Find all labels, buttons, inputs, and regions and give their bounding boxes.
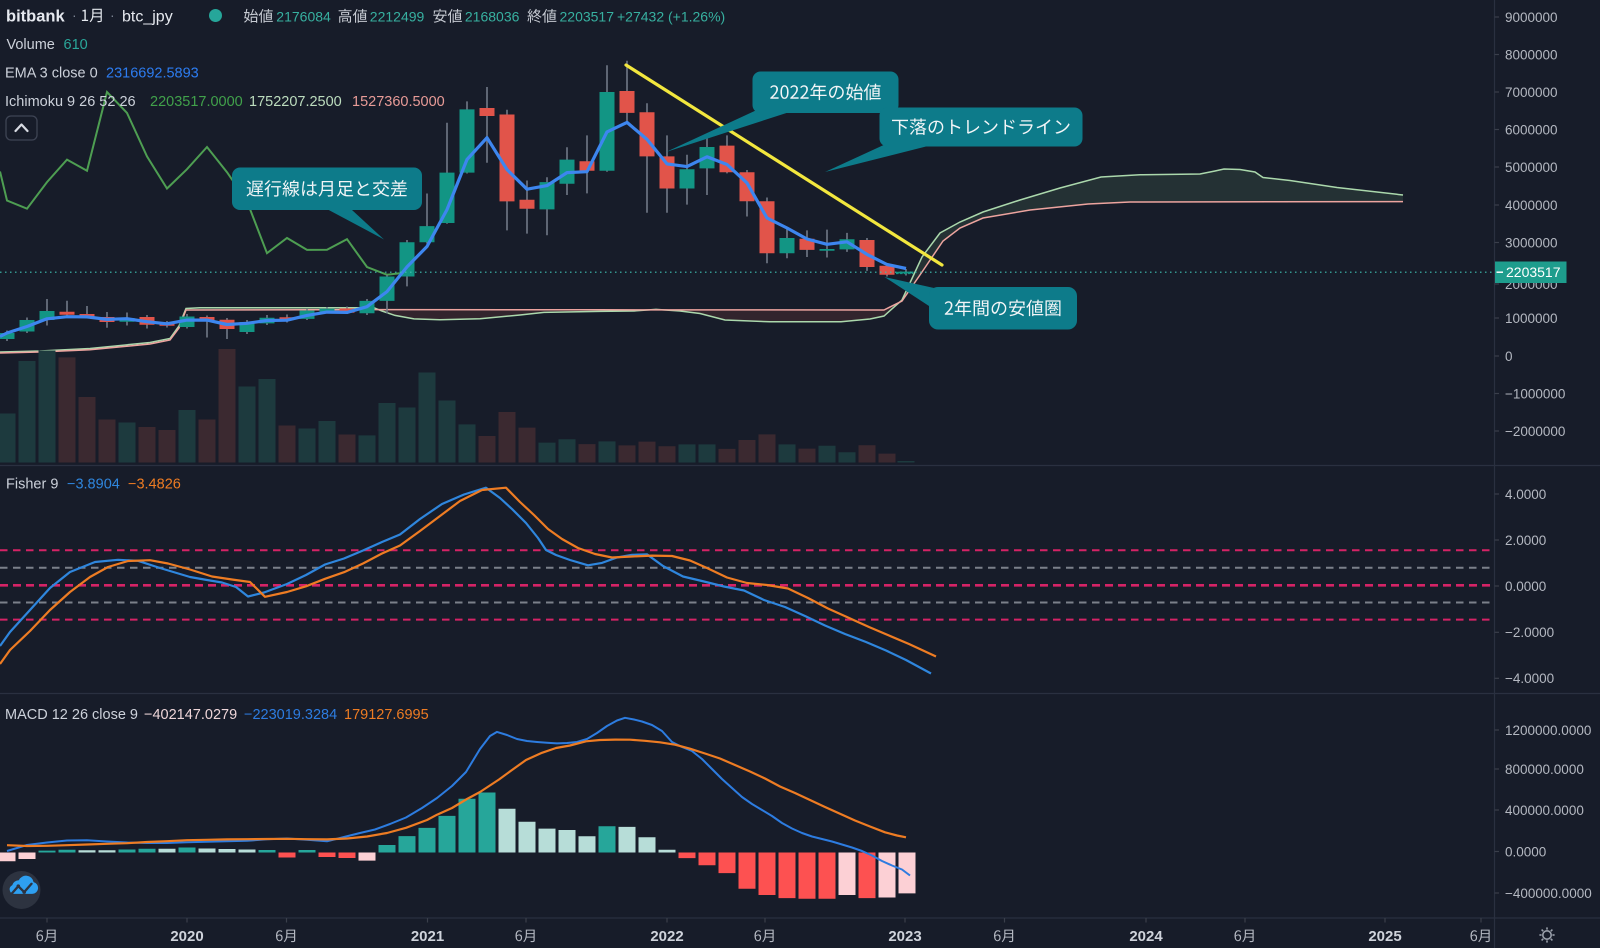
svg-text:2203517.0000: 2203517.0000 xyxy=(150,94,243,110)
svg-text:9000000: 9000000 xyxy=(1505,10,1558,25)
svg-text:+27432 (+1.26%): +27432 (+1.26%) xyxy=(617,9,725,25)
svg-text:3000000: 3000000 xyxy=(1505,235,1558,250)
svg-text:−2000000: −2000000 xyxy=(1505,424,1565,439)
svg-text:2022: 2022 xyxy=(650,928,683,945)
svg-text:bitbank: bitbank xyxy=(6,8,65,26)
svg-text:6000000: 6000000 xyxy=(1505,122,1558,137)
svg-text:−400000.0000: −400000.0000 xyxy=(1505,886,1592,901)
svg-text:−3.8904: −3.8904 xyxy=(67,476,120,492)
svg-text:−1000000: −1000000 xyxy=(1505,386,1565,401)
svg-text:Ichimoku 9 26 52 26: Ichimoku 9 26 52 26 xyxy=(5,94,136,110)
svg-text:−402147.0279: −402147.0279 xyxy=(144,707,237,723)
svg-text:·: · xyxy=(72,7,77,23)
svg-text:2176084: 2176084 xyxy=(276,9,331,25)
svg-text:4.0000: 4.0000 xyxy=(1505,487,1546,502)
svg-text:−2.0000: −2.0000 xyxy=(1505,625,1554,640)
svg-text:2.0000: 2.0000 xyxy=(1505,533,1546,548)
svg-text:MACD 12 26 close 9: MACD 12 26 close 9 xyxy=(5,707,138,723)
svg-text:610: 610 xyxy=(64,37,88,53)
svg-text:·: · xyxy=(110,7,115,23)
svg-text:2025: 2025 xyxy=(1368,928,1401,945)
svg-text:2212499: 2212499 xyxy=(370,9,425,25)
svg-text:400000.0000: 400000.0000 xyxy=(1505,803,1584,818)
svg-text:−3.4826: −3.4826 xyxy=(128,476,181,492)
svg-text:7000000: 7000000 xyxy=(1505,85,1558,100)
svg-text:0.0000: 0.0000 xyxy=(1505,579,1546,594)
svg-text:−4.0000: −4.0000 xyxy=(1505,671,1554,686)
svg-text:EMA 3 close 0: EMA 3 close 0 xyxy=(5,66,98,82)
svg-text:2024: 2024 xyxy=(1129,928,1163,945)
svg-text:2203517: 2203517 xyxy=(560,9,615,25)
svg-text:800000.0000: 800000.0000 xyxy=(1505,762,1584,777)
svg-text:Volume: Volume xyxy=(7,37,55,53)
svg-text:2316692.5893: 2316692.5893 xyxy=(106,66,199,82)
svg-text:0.0000: 0.0000 xyxy=(1505,844,1546,859)
svg-text:2021: 2021 xyxy=(411,928,444,945)
svg-text:btc_jpy: btc_jpy xyxy=(122,9,173,26)
svg-text:2168036: 2168036 xyxy=(465,9,520,25)
svg-text:1527360.5000: 1527360.5000 xyxy=(352,94,445,110)
svg-text:2020: 2020 xyxy=(170,928,203,945)
svg-text:0: 0 xyxy=(1505,349,1513,364)
svg-text:8000000: 8000000 xyxy=(1505,47,1558,62)
svg-text:1200000.0000: 1200000.0000 xyxy=(1505,723,1591,738)
svg-text:1000000: 1000000 xyxy=(1505,311,1558,326)
svg-text:Fisher 9: Fisher 9 xyxy=(6,476,58,492)
svg-text:2203517: 2203517 xyxy=(1506,264,1561,280)
svg-text:−223019.3284: −223019.3284 xyxy=(244,707,337,723)
svg-text:179127.6995: 179127.6995 xyxy=(344,707,429,723)
svg-text:1752207.2500: 1752207.2500 xyxy=(249,94,342,110)
svg-text:5000000: 5000000 xyxy=(1505,160,1558,175)
svg-text:2023: 2023 xyxy=(888,928,921,945)
svg-text:4000000: 4000000 xyxy=(1505,198,1558,213)
